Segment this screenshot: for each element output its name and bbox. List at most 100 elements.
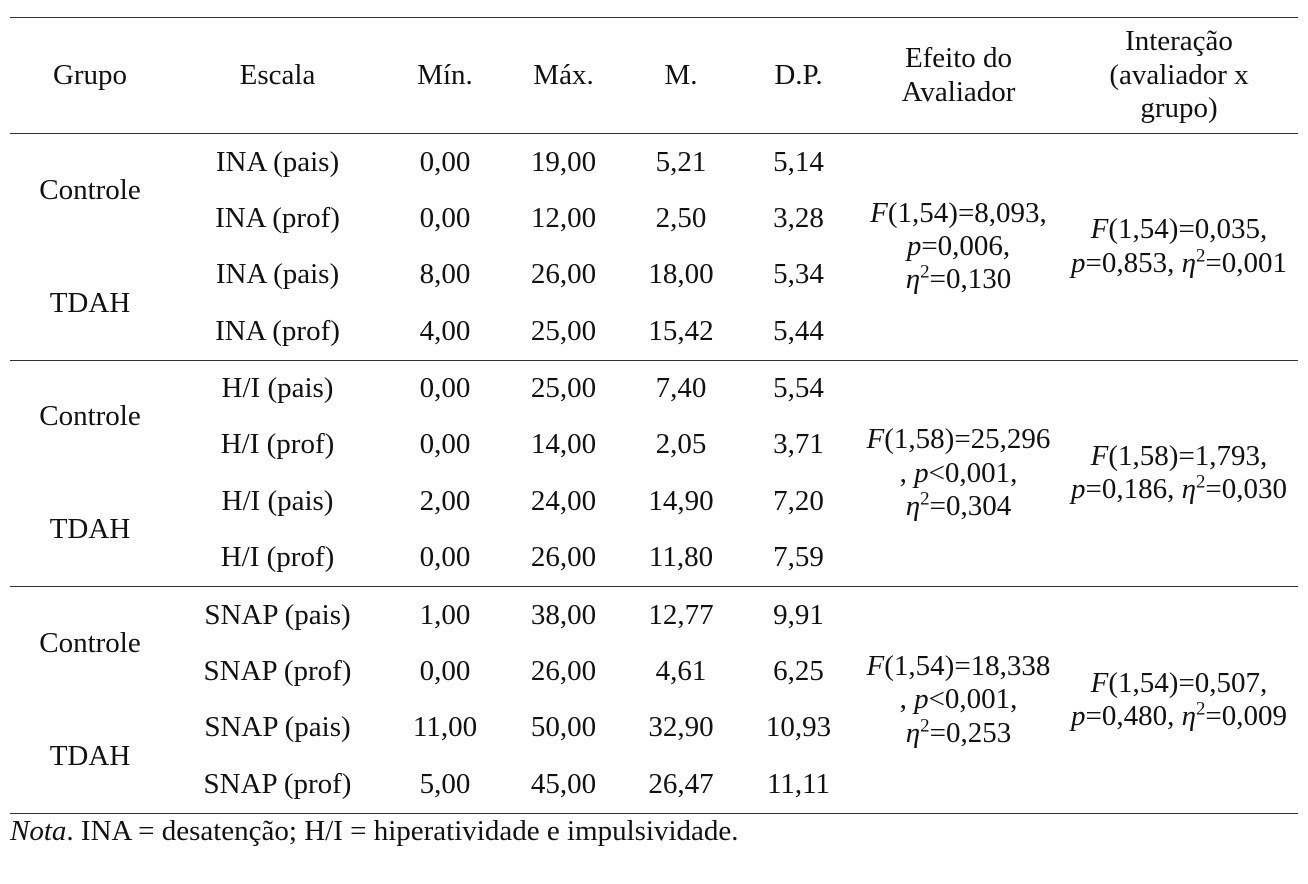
column-header: Efeito do Avaliador	[857, 17, 1060, 134]
table-row: INA (prof) 4,00 25,00 15,42 5,44	[10, 303, 1298, 361]
stat-text: η	[1181, 246, 1196, 279]
number-cell: 5,00	[385, 756, 505, 814]
stat-text: (1,58)=1,793,	[1108, 440, 1268, 472]
number-cell: 38,00	[530, 598, 597, 631]
number-cell: 11,80	[622, 529, 740, 588]
number-cell: 2,00	[419, 484, 471, 517]
stat-text: =0,006,	[921, 230, 1011, 263]
stat-text: η	[905, 716, 921, 749]
stat-text: (1,54)=18,338,	[884, 649, 1051, 716]
number-cell: 5,21	[655, 145, 707, 178]
column-header: Mín.	[385, 17, 505, 134]
number-cell: 5,14	[773, 145, 824, 178]
stat-text: p	[914, 456, 929, 489]
scale-cell: SNAP (prof)	[203, 655, 352, 688]
number-cell: 32,90	[648, 711, 714, 744]
group-cell: Controle	[39, 400, 141, 433]
number-cell: 15,42	[622, 303, 740, 361]
number-cell: 19,00	[530, 145, 597, 178]
group-cell: TDAH	[10, 699, 170, 814]
number-cell: 26,00	[530, 655, 597, 688]
number-cell: 45,00	[505, 756, 622, 814]
stat-text: =0,130	[929, 263, 1012, 296]
number-cell: 10,93	[765, 711, 832, 744]
scale-cell: SNAP (prof)	[170, 756, 385, 814]
stat-text: p	[1070, 246, 1086, 279]
number-cell: 4,00	[385, 303, 505, 361]
effect-cell: F(1,54)=8,093, p=0,006, η2=0,130	[857, 133, 1060, 361]
table-row: Controle SNAP (pais) 1,00 38,00 12,77 9,91 F(1…	[10, 586, 1298, 814]
scale-cell: H/I (pais)	[221, 484, 334, 517]
stat-text: η	[1181, 473, 1196, 506]
number-cell: 3,28	[773, 201, 824, 234]
superscript: 2	[1195, 471, 1206, 493]
number-cell: 5,44	[740, 303, 857, 361]
table-row: Controle H/I (pais) 0,00 25,00 7,40 5,54 F(1,5…	[10, 360, 1298, 588]
stat-text: η	[1181, 699, 1196, 732]
stat-text: =0,480,	[1085, 699, 1182, 732]
group-cell: TDAH	[10, 473, 170, 588]
number-cell: 0,00	[419, 372, 471, 405]
table-row: TDAH INA (pais) 8,00 26,00 18,00 5,34	[10, 246, 1298, 361]
table-header: Grupo Escala Mín. Máx. M. D.P. Efeito do Avali…	[10, 17, 1298, 134]
number-cell: 0,00	[419, 655, 471, 688]
column-header: Interação (avaliador x grupo)	[1060, 17, 1298, 134]
number-cell: 0,00	[385, 529, 505, 588]
number-cell: 0,00	[419, 145, 471, 178]
stat-text: (1,54)=8,093,	[887, 196, 1047, 229]
table-row: H/I (prof) 0,00 26,00 11,80 7,59	[10, 529, 1298, 588]
scale-cell: H/I (pais)	[221, 372, 334, 405]
superscript: 2	[1195, 245, 1206, 267]
stat-text: (1,58)=25,296,	[884, 423, 1051, 489]
table-row: SNAP (prof) 0,00 26,00 4,61 6,25	[10, 644, 1298, 700]
stat-text: F	[870, 196, 888, 229]
scale-cell: H/I (prof)	[220, 428, 335, 461]
table-row: Controle INA (pais) 0,00 19,00 5,21 5,14 F(1,5…	[10, 133, 1298, 361]
number-cell: 26,00	[530, 258, 597, 291]
scale-cell: INA (pais)	[215, 258, 340, 291]
stat-text: η	[905, 490, 921, 523]
stat-text: F	[866, 423, 885, 456]
interaction-cell: F(1,54)=0,507, p=0,480, η2=0,009	[1060, 586, 1298, 814]
number-cell: 14,90	[648, 484, 714, 517]
number-cell: 6,25	[773, 655, 824, 688]
interaction-cell: F(1,54)=0,035, p=0,853, η2=0,001	[1060, 133, 1298, 361]
stat-text: F	[1090, 666, 1109, 699]
column-header: Grupo	[10, 17, 170, 134]
number-cell: 4,61	[655, 655, 707, 688]
stat-text: p	[906, 230, 922, 263]
stat-text: F	[1090, 440, 1109, 472]
table-row: TDAH SNAP (pais) 11,00 50,00 32,90 10,93	[10, 699, 1298, 814]
interaction-cell: F(1,58)=1,793, p=0,186, η2=0,030	[1060, 360, 1298, 588]
header-row: Grupo Escala Mín. Máx. M. D.P. Efeito do Avali…	[10, 17, 1298, 134]
table-body: Controle INA (pais) 0,00 19,00 5,21 5,14 F(1,5…	[10, 133, 1298, 814]
column-header: Máx.	[505, 17, 622, 134]
number-cell: 0,00	[419, 201, 471, 234]
number-cell: 11,11	[740, 756, 857, 814]
stat-text: p	[1070, 473, 1086, 506]
column-header: M.	[622, 17, 740, 134]
number-cell: 26,00	[505, 529, 622, 588]
number-cell: 7,59	[740, 529, 857, 588]
number-cell: 5,54	[773, 372, 824, 405]
number-cell: 5,34	[773, 258, 824, 291]
stat-text: η	[905, 263, 921, 296]
number-cell: 2,50	[655, 201, 707, 234]
number-cell: 18,00	[648, 258, 714, 291]
scale-cell: INA (prof)	[215, 201, 340, 234]
number-cell: 11,00	[412, 711, 478, 744]
stat-text: =0,001	[1205, 246, 1288, 279]
stat-text: =0,304	[929, 490, 1012, 523]
number-cell: 3,71	[773, 428, 824, 461]
stat-text: F	[1090, 213, 1109, 246]
superscript: 2	[920, 488, 930, 510]
scale-cell: SNAP (pais)	[204, 711, 351, 744]
column-header: D.P.	[740, 17, 857, 134]
stat-text: p	[914, 683, 929, 716]
number-cell: 12,00	[530, 201, 597, 234]
note-label: Nota	[10, 815, 67, 847]
stat-text: F	[866, 649, 885, 682]
table-row: INA (prof) 0,00 12,00 2,50 3,28	[10, 190, 1298, 246]
stat-text: =0,253	[929, 716, 1012, 749]
superscript: 2	[920, 261, 930, 283]
